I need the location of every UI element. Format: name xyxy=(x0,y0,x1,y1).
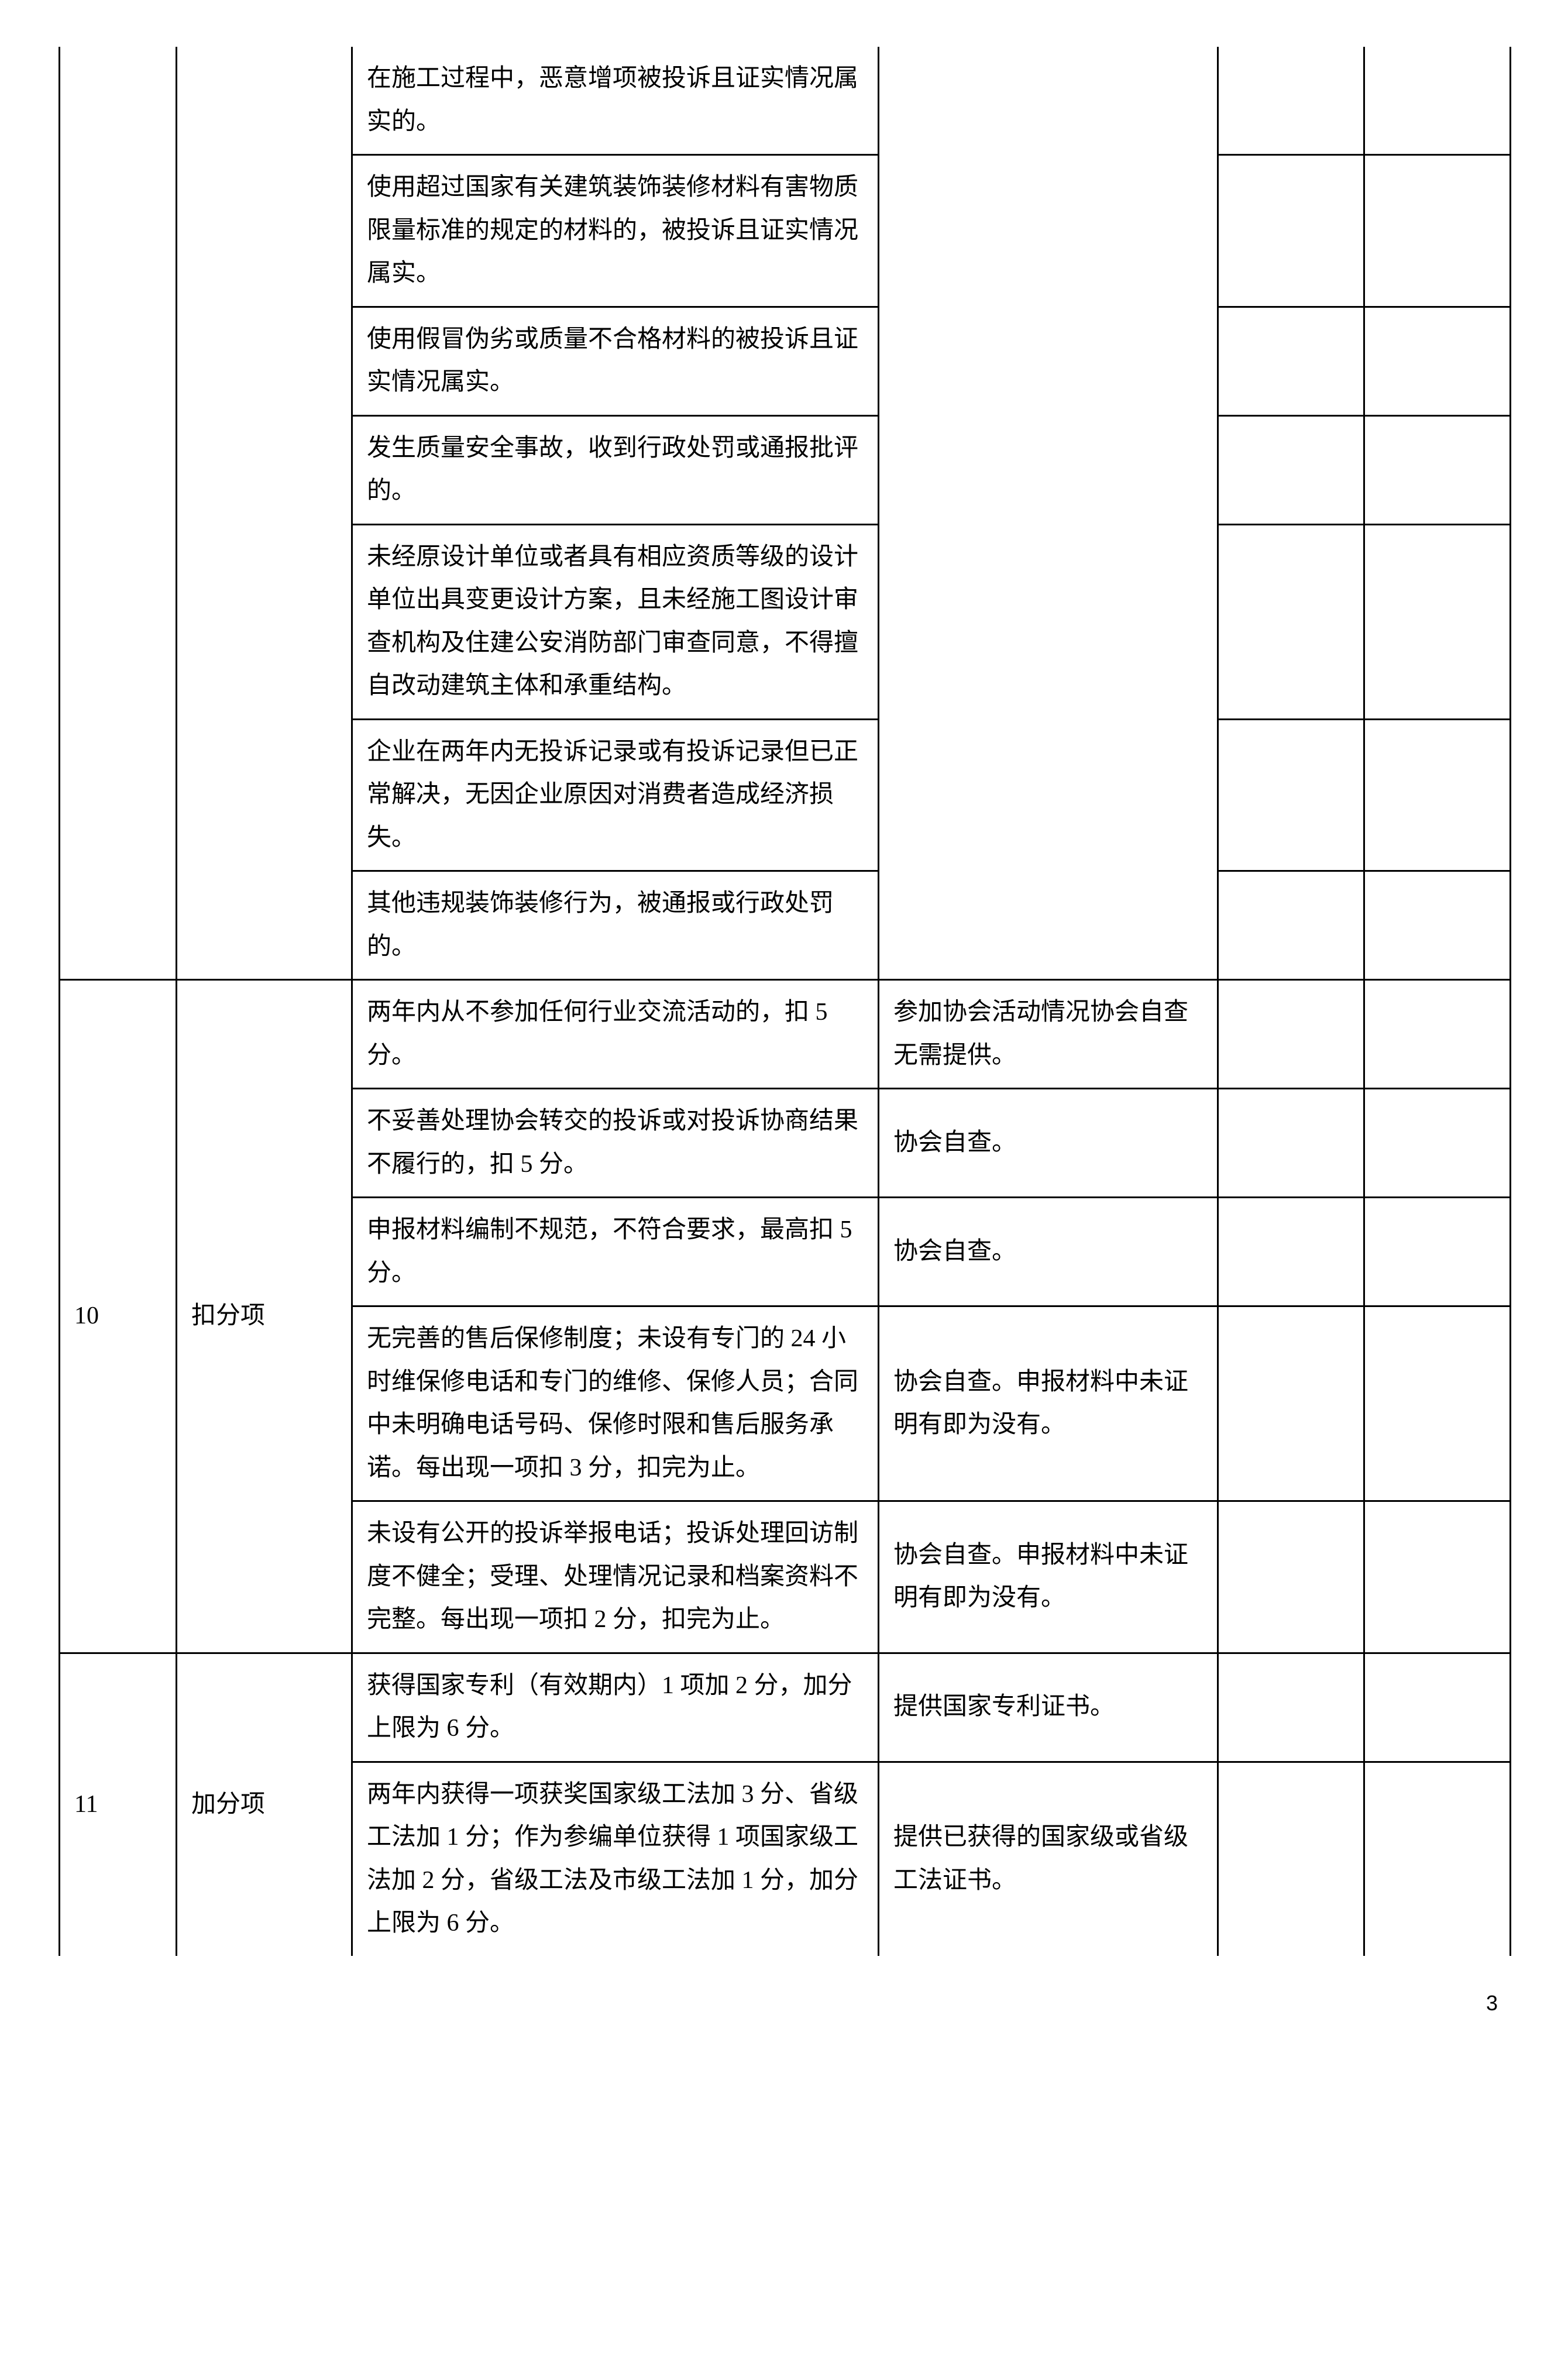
s10-r2-e xyxy=(1218,1198,1364,1306)
s11-r1-f xyxy=(1364,1762,1511,1956)
s9-r6-f xyxy=(1364,871,1511,980)
s10-r3-desc: 无完善的售后保修制度；未设有专门的 24 小时维保修电话和专门的维修、保修人员；… xyxy=(352,1306,879,1501)
s9-r0-desc: 在施工过程中，恶意增项被投诉且证实情况属实的。 xyxy=(352,47,879,155)
s9-r3-desc: 发生质量安全事故，收到行政处罚或通报批评的。 xyxy=(352,415,879,524)
s10-r3-note: 协会自查。申报材料中未证明有即为没有。 xyxy=(879,1306,1218,1501)
s9-r5-f xyxy=(1364,719,1511,871)
s11-r0-e xyxy=(1218,1653,1364,1762)
s10-r0-note: 参加协会活动情况协会自查无需提供。 xyxy=(879,980,1218,1089)
s9-r1-e xyxy=(1218,155,1364,307)
evaluation-table: 在施工过程中，恶意增项被投诉且证实情况属实的。 使用超过国家有关建筑装饰装修材料… xyxy=(59,47,1511,1956)
s11-r1-e xyxy=(1218,1762,1364,1956)
s11-r1-note: 提供已获得的国家级或省级工法证书。 xyxy=(879,1762,1218,1956)
s10-r0-f xyxy=(1364,980,1511,1089)
s9-r4-e xyxy=(1218,524,1364,719)
s9-r2-e xyxy=(1218,307,1364,415)
s10-r1-f xyxy=(1364,1089,1511,1198)
s9-r4-f xyxy=(1364,524,1511,719)
s9-r5-desc: 企业在两年内无投诉记录或有投诉记录但已正常解决，无因企业原因对消费者造成经济损失… xyxy=(352,719,879,871)
s10-r0-desc: 两年内从不参加任何行业交流活动的，扣 5 分。 xyxy=(352,980,879,1089)
s10-r2-note: 协会自查。 xyxy=(879,1198,1218,1306)
s11-r0-note: 提供国家专利证书。 xyxy=(879,1653,1218,1762)
s9-r3-f xyxy=(1364,415,1511,524)
s11-r1-desc: 两年内获得一项获奖国家级工法加 3 分、省级工法加 1 分；作为参编单位获得 1… xyxy=(352,1762,879,1956)
s11-r0-desc: 获得国家专利（有效期内）1 项加 2 分，加分上限为 6 分。 xyxy=(352,1653,879,1762)
s10-r0-e xyxy=(1218,980,1364,1089)
s10-r4-desc: 未设有公开的投诉举报电话；投诉处理回访制度不健全；受理、处理情况记录和档案资料不… xyxy=(352,1501,879,1653)
s10-r4-note: 协会自查。申报材料中未证明有即为没有。 xyxy=(879,1501,1218,1653)
s11-r0-f xyxy=(1364,1653,1511,1762)
s10-r1-e xyxy=(1218,1089,1364,1198)
s9-r3-e xyxy=(1218,415,1364,524)
s10-r1-desc: 不妥善处理协会转交的投诉或对投诉协商结果不履行的，扣 5 分。 xyxy=(352,1089,879,1198)
s9-num xyxy=(60,47,177,980)
s10-r2-f xyxy=(1364,1198,1511,1306)
s9-r0-f xyxy=(1364,47,1511,155)
s9-note xyxy=(879,47,1218,980)
s9-cat xyxy=(177,47,352,980)
s10-num: 10 xyxy=(60,980,177,1653)
s10-r4-f xyxy=(1364,1501,1511,1653)
s10-r4-e xyxy=(1218,1501,1364,1653)
s9-r0-e xyxy=(1218,47,1364,155)
s10-r3-f xyxy=(1364,1306,1511,1501)
s9-r4-desc: 未经原设计单位或者具有相应资质等级的设计单位出具变更设计方案，且未经施工图设计审… xyxy=(352,524,879,719)
s9-r6-desc: 其他违规装饰装修行为，被通报或行政处罚的。 xyxy=(352,871,879,980)
s9-r5-e xyxy=(1218,719,1364,871)
page-number: 3 xyxy=(59,1991,1509,2016)
s11-num: 11 xyxy=(60,1653,177,1956)
s9-r2-f xyxy=(1364,307,1511,415)
s9-r1-f xyxy=(1364,155,1511,307)
s10-cat: 扣分项 xyxy=(177,980,352,1653)
s9-r1-desc: 使用超过国家有关建筑装饰装修材料有害物质限量标准的规定的材料的，被投诉且证实情况… xyxy=(352,155,879,307)
s10-r1-note: 协会自查。 xyxy=(879,1089,1218,1198)
s11-cat: 加分项 xyxy=(177,1653,352,1956)
s9-r2-desc: 使用假冒伪劣或质量不合格材料的被投诉且证实情况属实。 xyxy=(352,307,879,415)
s10-r3-e xyxy=(1218,1306,1364,1501)
s9-r6-e xyxy=(1218,871,1364,980)
s10-r2-desc: 申报材料编制不规范，不符合要求，最高扣 5 分。 xyxy=(352,1198,879,1306)
